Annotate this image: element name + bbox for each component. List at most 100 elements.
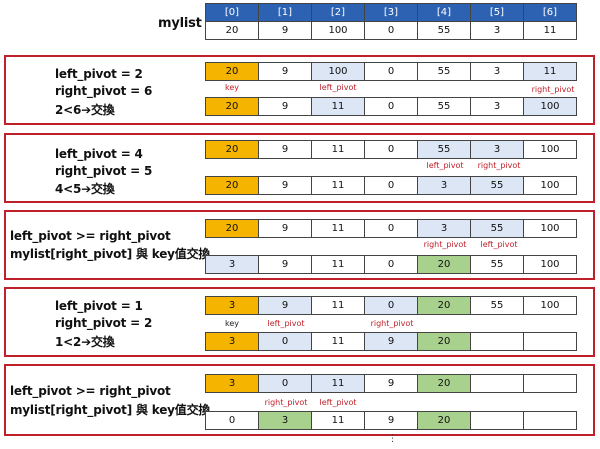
step4-key-label: key <box>224 319 240 328</box>
step2-before-cell-1: 9 <box>258 140 312 159</box>
step-panel-3 <box>4 210 595 280</box>
step4-after-cell-6 <box>523 332 577 351</box>
step2-after-cell-4: 3 <box>417 176 471 195</box>
step4-before-cell-6: 100 <box>523 296 577 315</box>
step1-before-cell-4: 55 <box>417 62 471 81</box>
continuation-ellipsis: ⋮ <box>388 434 397 444</box>
index-cell-2: [2] <box>311 3 365 22</box>
step1-before-cell-2: 100 <box>311 62 365 81</box>
step2-before-cell-3: 0 <box>364 140 418 159</box>
step3-before-row: 20 9 11 0 3 55 100 <box>205 219 577 238</box>
index-row: [0] [1] [2] [3] [4] [5] [6] <box>205 3 577 22</box>
step2-line-2: right_pivot = 5 <box>55 164 153 178</box>
step3-line-1: left_pivot >= right_pivot <box>10 229 171 243</box>
step1-after-cell-6: 100 <box>523 97 577 116</box>
value-cell-5: 3 <box>470 21 524 40</box>
step5-before-row: 3 0 11 9 20 <box>205 374 577 393</box>
value-cell-0: 20 <box>205 21 259 40</box>
step1-after-cell-0: 20 <box>205 97 259 116</box>
step3-before-cell-3: 0 <box>364 219 418 238</box>
value-cell-4: 55 <box>417 21 471 40</box>
step3-before-cell-4: 3 <box>417 219 471 238</box>
step4-after-cell-0: 3 <box>205 332 259 351</box>
value-cell-6: 11 <box>523 21 577 40</box>
step2-after-cell-1: 9 <box>258 176 312 195</box>
step-panel-5 <box>4 364 595 436</box>
value-cell-1: 9 <box>258 21 312 40</box>
step2-before-cell-5: 3 <box>470 140 524 159</box>
step4-before-row: 3 9 11 0 20 55 100 <box>205 296 577 315</box>
step4-after-cell-2: 11 <box>311 332 365 351</box>
step2-after-cell-3: 0 <box>364 176 418 195</box>
step4-after-cell-5 <box>470 332 524 351</box>
step2-after-cell-6: 100 <box>523 176 577 195</box>
index-cell-1: [1] <box>258 3 312 22</box>
value-cell-3: 0 <box>364 21 418 40</box>
step2-after-row: 20 9 11 0 3 55 100 <box>205 176 577 195</box>
step1-after-cell-1: 9 <box>258 97 312 116</box>
step5-line-2: mylist[right_pivot] 與 key值交換 <box>10 403 211 417</box>
step5-before-cell-6 <box>523 374 577 393</box>
step1-before-cell-6: 11 <box>523 62 577 81</box>
step2-after-cell-5: 55 <box>470 176 524 195</box>
index-cell-5: [5] <box>470 3 524 22</box>
step3-before-cell-5: 55 <box>470 219 524 238</box>
step5-right-pivot-label: right_pivot <box>264 398 308 407</box>
step4-after-row: 3 0 11 9 20 <box>205 332 577 351</box>
step4-left-pivot-label: left_pivot <box>267 319 305 328</box>
step4-line-1: left_pivot = 1 <box>55 299 143 313</box>
step5-before-cell-0: 3 <box>205 374 259 393</box>
step5-after-cell-1: 3 <box>258 411 312 430</box>
step3-before-cell-2: 11 <box>311 219 365 238</box>
step3-after-cell-3: 0 <box>364 255 418 274</box>
step1-after-cell-3: 0 <box>364 97 418 116</box>
index-cell-6: [6] <box>523 3 577 22</box>
step-panel-4 <box>4 287 595 357</box>
step1-after-cell-2: 11 <box>311 97 365 116</box>
step5-after-cell-0: 0 <box>205 411 259 430</box>
step4-before-cell-4: 20 <box>417 296 471 315</box>
step3-after-cell-1: 9 <box>258 255 312 274</box>
step1-before-cell-1: 9 <box>258 62 312 81</box>
step5-before-cell-4: 20 <box>417 374 471 393</box>
step3-after-cell-6: 100 <box>523 255 577 274</box>
step2-after-cell-2: 11 <box>311 176 365 195</box>
step1-left-pivot-label: left_pivot <box>319 83 357 92</box>
step3-after-cell-0: 3 <box>205 255 259 274</box>
step5-before-cell-5 <box>470 374 524 393</box>
step2-after-cell-0: 20 <box>205 176 259 195</box>
initial-values-row: 20 9 100 0 55 3 11 <box>205 21 577 40</box>
step2-line-3: 4<5➔交換 <box>55 182 115 196</box>
step5-after-cell-5 <box>470 411 524 430</box>
step4-before-cell-0: 3 <box>205 296 259 315</box>
step5-before-cell-3: 9 <box>364 374 418 393</box>
step1-key-label: key <box>224 83 240 92</box>
step3-before-cell-1: 9 <box>258 219 312 238</box>
step1-after-cell-5: 3 <box>470 97 524 116</box>
step4-before-cell-5: 55 <box>470 296 524 315</box>
step5-after-cell-3: 9 <box>364 411 418 430</box>
step4-after-cell-4: 20 <box>417 332 471 351</box>
step4-line-2: right_pivot = 2 <box>55 316 153 330</box>
step5-after-row: 0 3 11 9 20 <box>205 411 577 430</box>
step3-left-pivot-label: left_pivot <box>480 240 518 249</box>
index-cell-0: [0] <box>205 3 259 22</box>
step3-after-cell-5: 55 <box>470 255 524 274</box>
step5-before-cell-2: 11 <box>311 374 365 393</box>
step4-line-3: 1<2➔交換 <box>55 335 115 349</box>
step4-after-cell-1: 0 <box>258 332 312 351</box>
step3-line-2: mylist[right_pivot] 與 key值交換 <box>10 247 211 261</box>
step1-right-pivot-label: right_pivot <box>531 85 575 94</box>
step-panel-2 <box>4 133 595 203</box>
step2-left-pivot-label: left_pivot <box>426 161 464 170</box>
step2-before-cell-6: 100 <box>523 140 577 159</box>
step2-before-cell-0: 20 <box>205 140 259 159</box>
step2-right-pivot-label: right_pivot <box>477 161 521 170</box>
step3-after-cell-4: 20 <box>417 255 471 274</box>
mylist-label: mylist <box>158 16 202 31</box>
step5-after-cell-2: 11 <box>311 411 365 430</box>
step1-before-cell-5: 3 <box>470 62 524 81</box>
step3-after-row: 3 9 11 0 20 55 100 <box>205 255 577 274</box>
step2-before-cell-4: 55 <box>417 140 471 159</box>
value-cell-2: 100 <box>311 21 365 40</box>
